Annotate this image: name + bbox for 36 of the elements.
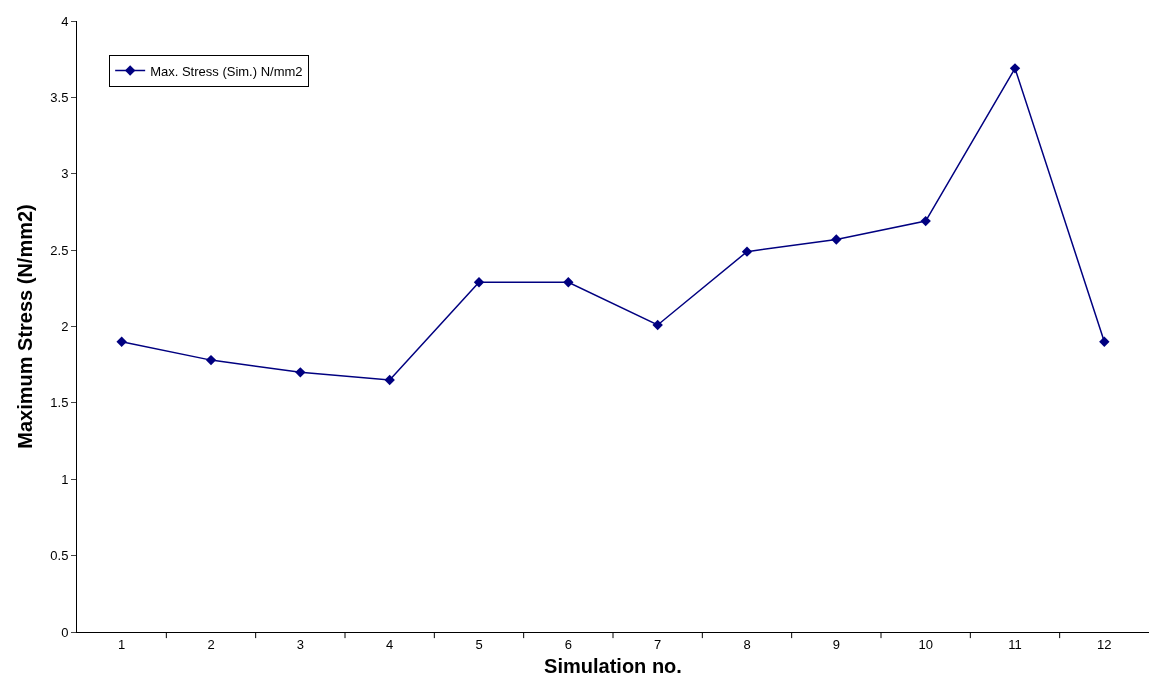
y-tick-label: 4 bbox=[61, 13, 69, 29]
point bbox=[205, 354, 217, 366]
point bbox=[831, 234, 842, 245]
y-axis-title: Maximum Stress (N/mm2) bbox=[13, 204, 36, 449]
x-tick-label: 3 bbox=[296, 636, 304, 652]
x-tick-label: 9 bbox=[832, 636, 840, 652]
x-axis-title: Simulation no. bbox=[544, 655, 682, 678]
point bbox=[920, 215, 931, 227]
y-tick-label: 2.5 bbox=[50, 242, 69, 258]
y-tick-label: 2 bbox=[61, 319, 69, 335]
point bbox=[295, 367, 306, 378]
x-tick-label: 11 bbox=[1008, 636, 1022, 652]
point bbox=[1009, 63, 1021, 74]
point bbox=[473, 277, 485, 288]
x-tick-label: 1 bbox=[118, 636, 126, 652]
x-tick-label: 2 bbox=[207, 636, 215, 652]
x-tick-label: 6 bbox=[564, 636, 572, 652]
y-tick-label: 0 bbox=[61, 624, 69, 640]
point bbox=[741, 246, 753, 257]
point bbox=[384, 374, 395, 386]
point bbox=[1099, 336, 1110, 347]
point bbox=[116, 336, 127, 347]
point bbox=[652, 319, 663, 331]
y-tick-label: 0.5 bbox=[50, 548, 69, 564]
legend-label: Max. Stress (Sim.) N/mm2 bbox=[150, 63, 303, 79]
x-tick-label: 8 bbox=[743, 636, 751, 652]
x-tick-label: 10 bbox=[918, 636, 933, 652]
x-tick-label: 5 bbox=[475, 636, 483, 652]
y-tick-label: 1 bbox=[61, 471, 69, 487]
y-tick-label: 3.5 bbox=[50, 89, 69, 105]
y-tick-label: 3 bbox=[61, 166, 69, 182]
x-tick-label: 7 bbox=[654, 636, 662, 652]
y-tick-label: 1.5 bbox=[50, 395, 69, 411]
x-tick-label: 4 bbox=[386, 636, 394, 652]
x-tick-label: 12 bbox=[1097, 636, 1112, 652]
point bbox=[563, 277, 574, 288]
